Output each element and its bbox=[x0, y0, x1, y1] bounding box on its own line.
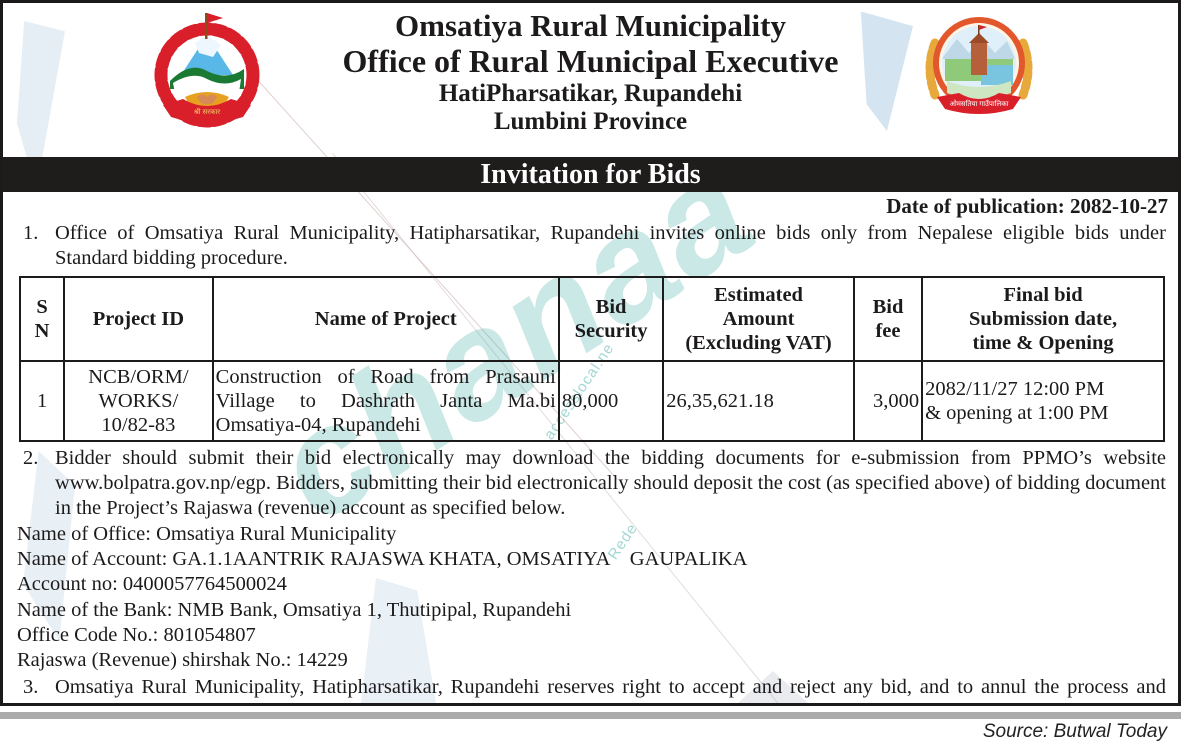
separator-bar bbox=[0, 712, 1181, 719]
bids-table: S N Project ID Name of Project Bid Secur… bbox=[18, 276, 1165, 442]
notice-document: chanaa accesslocal.ne Rede श्री सरकार bbox=[0, 0, 1181, 706]
municipality-logo: ओमसतिया गाउँपालिका bbox=[921, 13, 1037, 132]
office-name-line: Name of Office: Omsatiya Rural Municipal… bbox=[17, 523, 397, 545]
disclaimer-paragraph: 3. Omsatiya Rural Municipality, Hatiphar… bbox=[3, 673, 1178, 703]
source-credit: Source: Butwal Today bbox=[982, 721, 1167, 742]
column-header-estimated-amount: Estimated Amount (Excluding VAT) bbox=[662, 276, 855, 362]
paragraph-number: 1. bbox=[23, 222, 39, 244]
account-details: Name of Office: Omsatiya Rural Municipal… bbox=[3, 521, 1178, 673]
column-header-bid-fee: Bid fee bbox=[852, 276, 924, 362]
revenue-code-line: Rajaswa (Revenue) shirshak No.: 14229 bbox=[17, 649, 348, 672]
organization-name: Omsatiya Rural Municipality bbox=[395, 8, 786, 43]
paragraph-text: Bidder should submit their bid electroni… bbox=[55, 447, 1166, 519]
office-code-line: Office Code No.: 801054807 bbox=[17, 623, 256, 646]
e-submission-paragraph: 2. Bidder should submit their bid electr… bbox=[3, 442, 1178, 521]
office-address: HatiPharsatikar, Rupandehi bbox=[438, 79, 743, 107]
invitation-banner-title: Invitation for Bids bbox=[3, 157, 1178, 192]
paragraph-number: 3. bbox=[23, 676, 39, 699]
publication-date: Date of publication: 2082-10-27 bbox=[886, 194, 1168, 218]
paragraph-text: Omsatiya Rural Municipality, Hatipharsat… bbox=[55, 676, 1166, 703]
letterhead: श्री सरकार Omsatiya Rural Municipality O… bbox=[3, 3, 1178, 153]
nepal-emblem-logo: श्री सरकार bbox=[145, 9, 269, 136]
cell-project-name: Construction of Road from Prasauni Villa… bbox=[211, 360, 560, 442]
intro-paragraph: 1. Office of Omsatiya Rural Municipality… bbox=[3, 219, 1178, 271]
office-name: Office of Rural Municipal Executive bbox=[342, 42, 839, 79]
paragraph-number: 2. bbox=[23, 447, 39, 469]
svg-text:श्री सरकार: श्री सरकार bbox=[194, 107, 220, 116]
cell-bid-security: 80,000 bbox=[557, 360, 665, 442]
cell-project-id: NCB/ORM/ WORKS/ 10/82-83 bbox=[63, 360, 214, 442]
cell-final-submission: 2082/11/27 12:00 PM & opening at 1:00 PM bbox=[921, 360, 1165, 442]
column-header-sn: S N bbox=[18, 276, 66, 362]
column-header-project-name: Name of Project bbox=[211, 276, 560, 362]
province-name: Lumbini Province bbox=[493, 107, 688, 135]
account-name-line: Name of Account: GA.1.1AANTRIK RAJASWA K… bbox=[17, 548, 748, 571]
cell-estimated-amount: 26,35,621.18 bbox=[662, 360, 855, 442]
column-header-bid-security: Bid Security bbox=[557, 276, 665, 362]
bank-name-line: Name of the Bank: NMB Bank, Omsatiya 1, … bbox=[17, 598, 572, 621]
table-header-row: S N Project ID Name of Project Bid Secur… bbox=[18, 276, 1165, 362]
cell-sn: 1 bbox=[18, 360, 66, 442]
svg-text:ओमसतिया गाउँपालिका: ओमसतिया गाउँपालिका bbox=[950, 99, 1009, 108]
cell-bid-fee: 3,000 bbox=[852, 360, 924, 442]
account-number-line: Account no: 0400057764500024 bbox=[17, 573, 287, 596]
paragraph-text: Office of Omsatiya Rural Municipality, H… bbox=[55, 222, 1166, 269]
column-header-final-submission: Final bid Submission date, time & Openin… bbox=[921, 276, 1165, 362]
column-header-project-id: Project ID bbox=[63, 276, 214, 362]
table-row: 1 NCB/ORM/ WORKS/ 10/82-83 Construction … bbox=[18, 360, 1165, 442]
